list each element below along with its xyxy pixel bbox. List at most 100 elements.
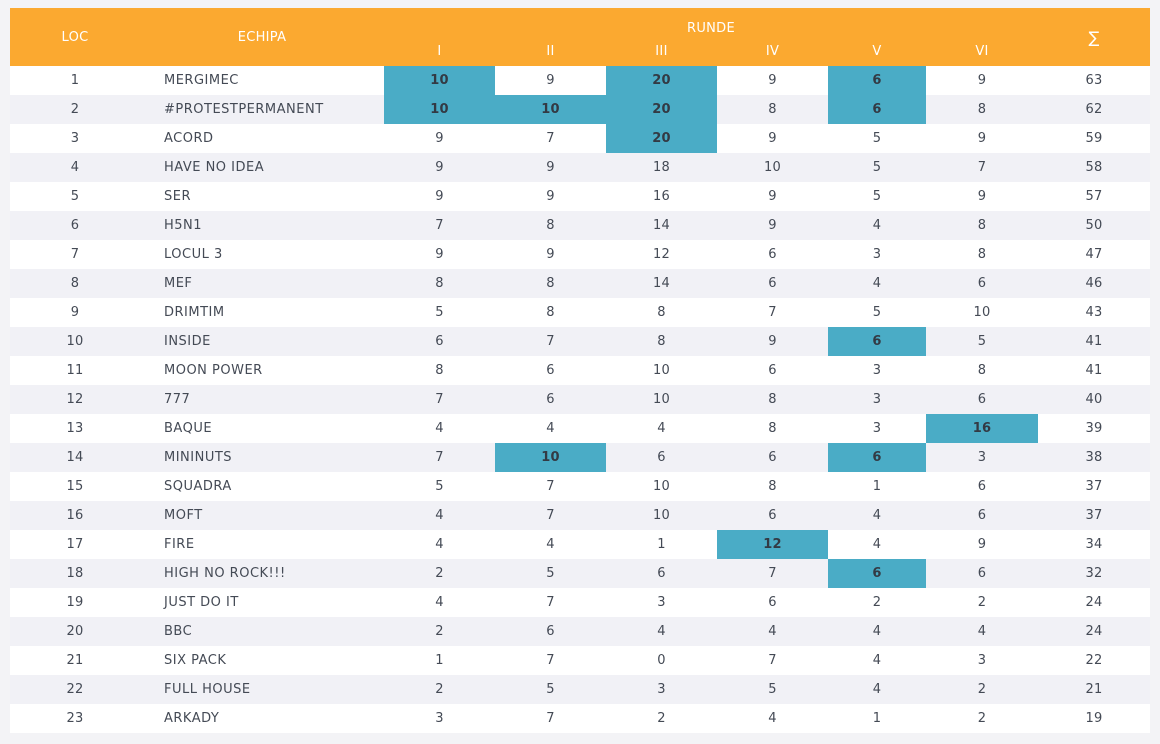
round-score-cell: 3 <box>926 443 1038 472</box>
round-score-cell: 3 <box>606 588 717 617</box>
rank-cell: 15 <box>10 472 140 501</box>
round-score-cell: 9 <box>926 124 1038 153</box>
team-name-cell: SQUADRA <box>140 472 384 501</box>
header-round-2: II <box>495 36 606 66</box>
round-score-cell: 8 <box>717 472 828 501</box>
team-name-cell: SIX PACK <box>140 646 384 675</box>
table-row: 11 MOON POWER 8 6 10 6 3 8 41 <box>10 356 1150 385</box>
total-score-cell: 58 <box>1038 153 1150 182</box>
rank-cell: 2 <box>10 95 140 124</box>
round-score-cell: 6 <box>926 559 1038 588</box>
total-score-cell: 24 <box>1038 617 1150 646</box>
total-score-cell: 62 <box>1038 95 1150 124</box>
round-score-cell: 8 <box>495 269 606 298</box>
round-score-cell: 6 <box>828 559 926 588</box>
team-name-cell: MEF <box>140 269 384 298</box>
team-name-cell: BAQUE <box>140 414 384 443</box>
round-score-cell: 6 <box>926 269 1038 298</box>
round-score-cell: 9 <box>384 153 495 182</box>
rank-cell: 8 <box>10 269 140 298</box>
rank-cell: 4 <box>10 153 140 182</box>
round-score-cell: 2 <box>384 559 495 588</box>
round-score-cell: 7 <box>495 501 606 530</box>
round-score-cell: 6 <box>717 356 828 385</box>
round-score-cell: 8 <box>717 414 828 443</box>
round-score-cell: 5 <box>828 153 926 182</box>
rank-cell: 3 <box>10 124 140 153</box>
total-score-cell: 41 <box>1038 356 1150 385</box>
round-score-cell: 8 <box>926 95 1038 124</box>
round-score-cell: 6 <box>606 559 717 588</box>
total-score-cell: 40 <box>1038 385 1150 414</box>
round-score-cell: 9 <box>717 182 828 211</box>
total-score-cell: 57 <box>1038 182 1150 211</box>
round-score-cell: 3 <box>828 414 926 443</box>
round-score-cell: 4 <box>384 530 495 559</box>
team-name-cell: 777 <box>140 385 384 414</box>
team-name-cell: HIGH NO ROCK!!! <box>140 559 384 588</box>
rank-cell: 14 <box>10 443 140 472</box>
total-score-cell: 22 <box>1038 646 1150 675</box>
round-score-cell: 5 <box>495 675 606 704</box>
round-score-cell: 4 <box>828 501 926 530</box>
table-body: 1 MERGIMEC 10 9 20 9 6 9 63 2 #PROTESTPERMANENT 10 1… <box>10 66 1150 733</box>
round-score-cell: 8 <box>495 298 606 327</box>
round-score-cell: 20 <box>606 95 717 124</box>
round-score-cell: 8 <box>606 327 717 356</box>
table-row: 4 HAVE NO IDEA 9 9 18 10 5 7 58 <box>10 153 1150 182</box>
round-score-cell: 7 <box>495 472 606 501</box>
header-round-6: VI <box>926 36 1038 66</box>
round-score-cell: 8 <box>717 385 828 414</box>
round-score-cell: 6 <box>495 356 606 385</box>
table-row: 19 JUST DO IT 4 7 3 6 2 2 24 <box>10 588 1150 617</box>
total-score-cell: 38 <box>1038 443 1150 472</box>
round-score-cell: 16 <box>606 182 717 211</box>
header-round-4: IV <box>717 36 828 66</box>
round-score-cell: 7 <box>717 646 828 675</box>
round-score-cell: 9 <box>717 124 828 153</box>
round-score-cell: 7 <box>384 443 495 472</box>
round-score-cell: 4 <box>717 617 828 646</box>
table-row: 16 MOFT 4 7 10 6 4 6 37 <box>10 501 1150 530</box>
round-score-cell: 2 <box>926 704 1038 733</box>
team-name-cell: SER <box>140 182 384 211</box>
rank-cell: 6 <box>10 211 140 240</box>
round-score-cell: 3 <box>384 704 495 733</box>
round-score-cell: 5 <box>495 559 606 588</box>
total-score-cell: 32 <box>1038 559 1150 588</box>
round-score-cell: 9 <box>926 66 1038 95</box>
round-score-cell: 1 <box>828 704 926 733</box>
table-row: 9 DRIMTIM 5 8 8 7 5 10 43 <box>10 298 1150 327</box>
round-score-cell: 3 <box>828 385 926 414</box>
round-score-cell: 2 <box>606 704 717 733</box>
round-score-cell: 4 <box>828 211 926 240</box>
table-row: 2 #PROTESTPERMANENT 10 10 20 8 6 8 62 <box>10 95 1150 124</box>
round-score-cell: 6 <box>828 327 926 356</box>
round-score-cell: 7 <box>926 153 1038 182</box>
table-row: 8 MEF 8 8 14 6 4 6 46 <box>10 269 1150 298</box>
team-name-cell: MOFT <box>140 501 384 530</box>
round-score-cell: 7 <box>495 646 606 675</box>
team-name-cell: H5N1 <box>140 211 384 240</box>
round-score-cell: 14 <box>606 211 717 240</box>
round-score-cell: 1 <box>384 646 495 675</box>
round-score-cell: 10 <box>495 95 606 124</box>
rank-cell: 13 <box>10 414 140 443</box>
rank-cell: 16 <box>10 501 140 530</box>
table-row: 20 BBC 2 6 4 4 4 4 24 <box>10 617 1150 646</box>
round-score-cell: 6 <box>384 327 495 356</box>
round-score-cell: 1 <box>606 530 717 559</box>
round-score-cell: 2 <box>926 675 1038 704</box>
round-score-cell: 5 <box>926 327 1038 356</box>
table-row: 22 FULL HOUSE 2 5 3 5 4 2 21 <box>10 675 1150 704</box>
rank-cell: 18 <box>10 559 140 588</box>
round-score-cell: 7 <box>495 704 606 733</box>
total-score-cell: 34 <box>1038 530 1150 559</box>
round-score-cell: 4 <box>828 617 926 646</box>
round-score-cell: 7 <box>495 124 606 153</box>
team-name-cell: MERGIMEC <box>140 66 384 95</box>
rank-cell: 10 <box>10 327 140 356</box>
round-score-cell: 10 <box>606 356 717 385</box>
round-score-cell: 6 <box>717 501 828 530</box>
round-score-cell: 10 <box>926 298 1038 327</box>
